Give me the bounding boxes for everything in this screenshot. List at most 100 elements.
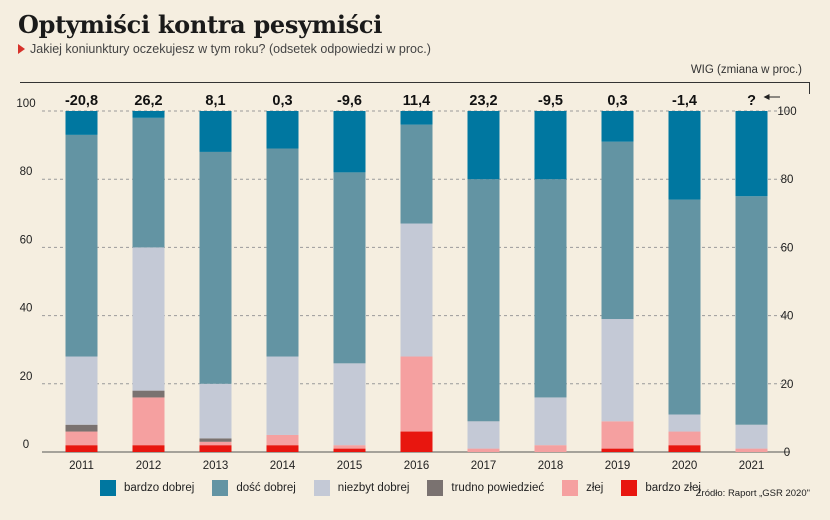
bar-segment [668, 199, 701, 415]
bar-segment [65, 424, 98, 432]
bar-segment [132, 111, 165, 118]
bar-segment [534, 397, 567, 446]
bar-segment [65, 111, 98, 135]
y-tick-label-right: 20 [781, 379, 794, 391]
legend-item: trudno powiedzieć [427, 480, 544, 496]
legend-swatch [313, 480, 330, 496]
bar-segment [199, 151, 232, 384]
bar-segment [467, 179, 500, 422]
source-note: Źródło: Raport „GSR 2020" [695, 488, 810, 499]
bar-segment [400, 124, 433, 224]
wig-value-label: -1,4 [672, 93, 697, 109]
wig-label: WIG (zmiana w proc.) [690, 64, 802, 76]
page-title: Optymiści kontra pesymiści [18, 10, 383, 39]
bar-segment [534, 179, 567, 398]
wig-value-label: -9,6 [337, 93, 362, 109]
bar-segment [534, 445, 567, 452]
bar-segment [467, 421, 500, 449]
y-tick-label-right: 40 [781, 311, 794, 323]
legend-label: bardzo dobrej [124, 482, 195, 494]
wig-value-label: -20,8 [65, 93, 98, 109]
bar-segment [601, 448, 634, 452]
legend-label: trudno powiedzieć [451, 482, 545, 494]
bar-segment [668, 445, 701, 452]
y-tick-label-right: 60 [781, 242, 794, 254]
bar-segment [400, 431, 433, 452]
x-tick-label: 2016 [404, 460, 430, 472]
bar-segment [333, 448, 366, 452]
chart-subtitle: Jakiej koniunktury oczekujesz w tym roku… [18, 42, 431, 56]
legend-item: dość dobrej [212, 480, 296, 496]
bar-segment [668, 111, 701, 200]
x-tick-label: 2012 [136, 460, 162, 472]
bar-segment [333, 111, 366, 173]
bar-segment [333, 363, 366, 446]
bar-segment [65, 431, 98, 446]
bar-segment [668, 431, 701, 446]
bar-segment [65, 356, 98, 425]
bar-segment [735, 424, 768, 449]
bar-segment [199, 111, 232, 152]
wig-arrow-head-icon [763, 94, 770, 100]
x-tick-label: 2020 [672, 460, 698, 472]
chart-legend: bardzo dobrej dość dobrej niezbyt dobrej tr… [100, 480, 719, 496]
x-tick-label: 2014 [270, 460, 296, 472]
legend-swatch [621, 480, 638, 496]
x-tick-label: 2013 [203, 460, 229, 472]
wig-value-label: 11,4 [403, 93, 430, 109]
bar-segment [735, 111, 768, 197]
bar-segment [199, 383, 232, 439]
x-tick-label: 2018 [538, 460, 564, 472]
x-tick-label: 2011 [69, 460, 94, 472]
legend-swatch [212, 480, 229, 496]
legend-label: złej [586, 482, 604, 494]
y-tick-label-right: 100 [777, 106, 796, 118]
legend-swatch [427, 480, 444, 496]
bar-segment [199, 445, 232, 452]
legend-label: bardzo złej [645, 482, 701, 494]
bar-segment [735, 448, 768, 452]
bar-segment [266, 445, 299, 452]
legend-item: złej [562, 480, 603, 496]
bar-segment [266, 434, 299, 446]
bar-segment [65, 445, 98, 452]
wig-value-label: 8,1 [205, 93, 225, 109]
wig-value-label: -9,5 [538, 93, 563, 109]
bar-segment [65, 134, 98, 357]
legend-item: niezbyt dobrej [313, 480, 410, 496]
legend-item: bardzo złej [621, 480, 701, 496]
bar-segment [601, 141, 634, 320]
bar-segment [199, 438, 232, 442]
y-tick-label-left: 0 [23, 439, 29, 451]
y-tick-label-right: 80 [781, 174, 794, 186]
y-tick-label-left: 80 [20, 166, 33, 178]
legend-label: niezbyt dobrej [337, 482, 410, 494]
bar-segment [199, 441, 232, 446]
bar-segment [467, 111, 500, 180]
bar-segment [333, 445, 366, 449]
bar-segment [735, 196, 768, 425]
legend-swatch [100, 480, 116, 496]
bar-segment [266, 111, 299, 149]
wig-value-label: 26,2 [134, 93, 162, 109]
bar-segment [467, 448, 500, 452]
bar-segment [132, 247, 165, 391]
y-tick-label-left: 60 [20, 234, 33, 246]
bar-segment [266, 356, 299, 435]
bar-segment [400, 111, 433, 125]
x-tick-label: 2021 [739, 460, 765, 472]
subtitle-text: Jakiej koniunktury oczekujesz w tym roku… [30, 42, 431, 56]
wig-rule-tick [809, 82, 810, 94]
bar-segment [132, 390, 165, 398]
bar-segment [266, 148, 299, 357]
y-tick-label-right: 0 [784, 447, 790, 459]
legend-item: bardzo dobrej [100, 480, 194, 496]
legend-label: dość dobrej [236, 482, 296, 494]
bar-segment [601, 111, 634, 142]
wig-value-label: 0,3 [272, 93, 292, 109]
bar-segment [333, 172, 366, 364]
wig-value-label: 0,3 [607, 93, 627, 109]
y-tick-label-left: 100 [16, 98, 35, 110]
y-tick-label-left: 20 [20, 371, 33, 383]
